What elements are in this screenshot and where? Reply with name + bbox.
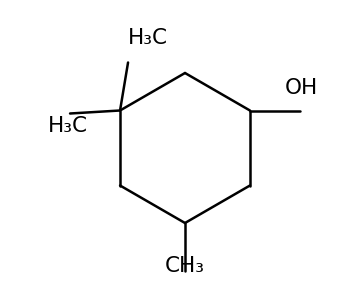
Text: H₃C: H₃C [128,28,168,48]
Text: OH: OH [285,78,318,98]
Text: CH₃: CH₃ [165,256,205,276]
Text: H₃C: H₃C [48,116,88,136]
